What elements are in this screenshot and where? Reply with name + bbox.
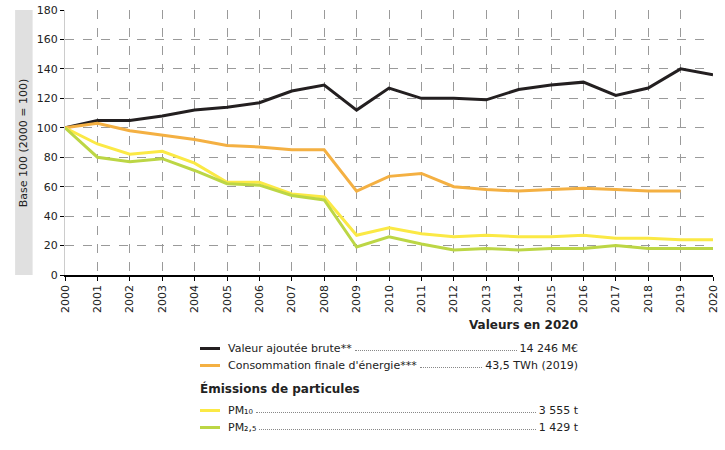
html-text:Émissions de particules: Émissions de particules: [200, 382, 360, 396]
html-text:Valeur ajoutée brute**: Valeur ajoutée brute**: [228, 342, 352, 355]
svg-text:180: 180: [37, 4, 58, 17]
svg-text:120: 120: [37, 92, 58, 105]
svg-text:2005: 2005: [221, 285, 234, 313]
svg-text:40: 40: [44, 210, 58, 223]
html-text:1 429 t: 1 429 t: [538, 421, 578, 434]
html-text:PM₂,₅: PM₂,₅: [228, 421, 257, 434]
svg-text:2016: 2016: [577, 285, 590, 313]
html-text:43,5 TWh (2019): 43,5 TWh (2019): [485, 359, 578, 372]
svg-text:20: 20: [44, 239, 58, 252]
html-text:PM₁₀: PM₁₀: [228, 404, 253, 417]
svg-text:0: 0: [51, 269, 58, 282]
svg-text:2007: 2007: [285, 285, 298, 313]
html-text:Consommation finale d'énergie*: Consommation finale d'énergie***: [228, 359, 417, 372]
html-text:Valeurs en 2020: Valeurs en 2020: [469, 318, 578, 332]
svg-text:Base 100 (2000 = 100): Base 100 (2000 = 100): [17, 79, 30, 208]
svg-text:2000: 2000: [59, 285, 72, 313]
svg-text:2012: 2012: [447, 285, 460, 313]
svg-text:60: 60: [44, 181, 58, 194]
svg-text:2011: 2011: [415, 285, 428, 313]
svg-text:2004: 2004: [188, 285, 201, 313]
html-text:3 555 t: 3 555 t: [538, 404, 578, 417]
svg-text:2017: 2017: [609, 285, 622, 313]
svg-text:2014: 2014: [512, 285, 525, 313]
svg-text:100: 100: [37, 122, 58, 135]
svg-text:140: 140: [37, 63, 58, 76]
svg-text:2018: 2018: [642, 285, 655, 313]
svg-text:2019: 2019: [674, 285, 687, 313]
svg-text:2001: 2001: [91, 285, 104, 313]
svg-text:2010: 2010: [383, 285, 396, 313]
svg-text:2002: 2002: [123, 285, 136, 313]
svg-text:80: 80: [44, 151, 58, 164]
svg-text:2013: 2013: [480, 285, 493, 313]
svg-text:2003: 2003: [156, 285, 169, 313]
svg-text:2008: 2008: [318, 285, 331, 313]
html-text:14 246 M€: 14 246 M€: [519, 342, 578, 355]
svg-text:2020: 2020: [707, 285, 720, 313]
svg-text:2015: 2015: [545, 285, 558, 313]
svg-text:160: 160: [37, 33, 58, 46]
svg-text:2006: 2006: [253, 285, 266, 313]
svg-text:2009: 2009: [350, 285, 363, 313]
